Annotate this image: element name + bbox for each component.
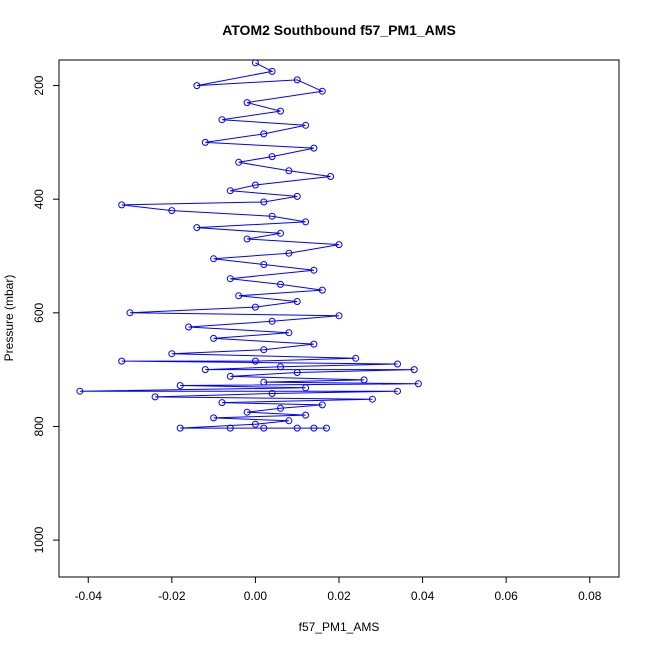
data-point — [226, 187, 234, 195]
x-tick-label: 0.04 — [411, 589, 435, 603]
data-point — [268, 67, 276, 75]
data-point — [126, 309, 134, 317]
data-point — [293, 424, 301, 432]
data-point — [226, 275, 234, 283]
data-point — [243, 408, 251, 416]
data-point — [318, 87, 326, 95]
y-tick-label: 800 — [32, 416, 46, 436]
data-point — [168, 350, 176, 358]
data-point — [268, 153, 276, 161]
data-point — [360, 376, 368, 384]
series-line — [79, 62, 419, 429]
y-axis-label: Pressure (mbar) — [2, 275, 16, 362]
data-point — [251, 420, 259, 428]
data-point — [185, 323, 193, 331]
data-point — [218, 116, 226, 124]
data-point — [193, 224, 201, 232]
data-point — [285, 329, 293, 337]
data-point — [226, 424, 234, 432]
data-point — [260, 198, 268, 206]
data-point — [394, 360, 401, 368]
data-point — [210, 255, 218, 263]
data-point — [323, 424, 330, 432]
data-point — [243, 235, 251, 243]
data-point — [277, 280, 284, 288]
data-point — [285, 167, 293, 175]
data-point — [285, 249, 293, 257]
data-point — [260, 378, 268, 386]
data-point — [268, 390, 276, 397]
data-point — [260, 346, 268, 354]
data-point — [352, 354, 360, 362]
data-point — [193, 82, 201, 90]
data-point — [260, 424, 268, 432]
data-point — [394, 387, 401, 395]
data-point — [277, 229, 284, 237]
y-tick-label: 1000 — [32, 526, 46, 553]
x-tick-label: -0.04 — [75, 589, 103, 603]
chart-title: ATOM2 Southbound f57_PM1_AMS — [222, 22, 456, 38]
data-point — [335, 312, 343, 320]
data-point — [235, 292, 243, 300]
data-point — [251, 357, 259, 365]
data-point — [210, 334, 218, 342]
data-point — [76, 387, 84, 395]
x-axis-label: f57_PM1_AMS — [299, 620, 380, 634]
data-point — [327, 173, 335, 180]
data-point — [302, 384, 310, 392]
data-point — [293, 369, 301, 376]
data-point — [168, 207, 176, 215]
data-point — [235, 158, 243, 166]
data-point — [201, 366, 209, 374]
x-tick-label: -0.02 — [158, 589, 186, 603]
data-point — [268, 317, 276, 325]
data-point — [293, 298, 301, 305]
data-point — [251, 181, 259, 189]
data-point — [243, 99, 251, 107]
data-point — [414, 380, 422, 388]
data-point — [302, 121, 310, 129]
data-point — [293, 192, 301, 200]
data-point — [310, 340, 318, 348]
x-tick-label: 0.08 — [578, 589, 602, 603]
data-point — [251, 303, 259, 311]
data-point — [310, 266, 318, 274]
data-point — [335, 241, 343, 249]
y-tick-label: 600 — [32, 302, 46, 322]
x-axis: -0.04 -0.02 0.00 0.02 0.04 0.06 0.08 — [75, 576, 602, 603]
data-point — [293, 76, 301, 84]
data-point — [310, 424, 318, 432]
y-axis: 200 400 600 800 1000 — [32, 75, 60, 553]
data-point — [277, 363, 284, 371]
data-point — [118, 201, 126, 209]
data-point — [176, 424, 184, 432]
data-point — [302, 411, 310, 419]
data-point — [310, 144, 318, 152]
x-tick-label: 0.02 — [327, 589, 351, 603]
data-point — [285, 417, 293, 425]
data-point — [260, 261, 268, 268]
data-point — [226, 372, 234, 380]
data-point — [176, 382, 184, 389]
data-point — [151, 393, 159, 401]
data-point — [201, 138, 209, 146]
data-point — [277, 404, 284, 412]
data-point — [118, 357, 126, 365]
x-tick-label: 0.00 — [244, 589, 268, 603]
data-point — [218, 399, 226, 407]
y-tick-label: 200 — [32, 75, 46, 95]
data-point — [277, 107, 284, 115]
data-point — [302, 218, 310, 226]
y-tick-label: 400 — [32, 189, 46, 209]
data-point — [268, 212, 276, 220]
x-tick-label: 0.06 — [494, 589, 518, 603]
data-point — [318, 286, 326, 294]
data-point — [260, 130, 268, 138]
data-point — [210, 414, 218, 422]
data-point — [368, 395, 376, 403]
data-point — [318, 401, 326, 409]
data-point — [410, 366, 418, 374]
data-point — [251, 60, 259, 67]
